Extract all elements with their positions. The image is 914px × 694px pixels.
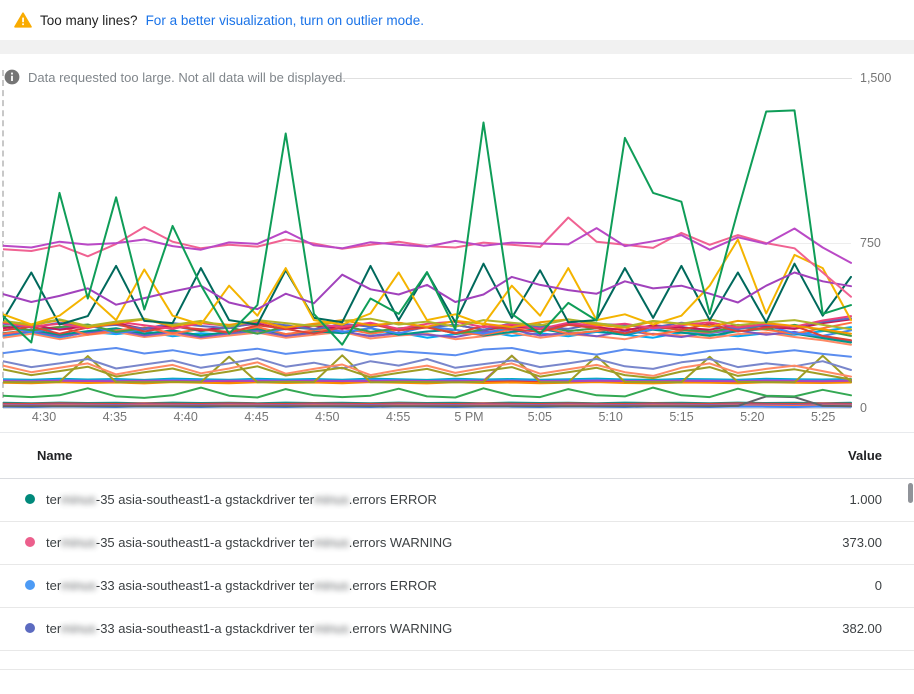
series-value: 1.000	[849, 492, 882, 507]
chart-line-bottom-red	[3, 402, 852, 405]
x-tick-label: 5:10	[598, 410, 623, 424]
column-header-value: Value	[848, 448, 882, 463]
redacted-text: minus	[61, 621, 96, 636]
x-tick-label: 4:35	[102, 410, 127, 424]
series-value: 373.00	[842, 535, 882, 550]
redacted-text: minus	[314, 492, 349, 507]
chart-line-purple-mid	[3, 271, 852, 311]
redacted-text: minus	[61, 535, 96, 550]
chart-line-magenta-750	[3, 227, 852, 264]
y-tick-label: 0	[860, 401, 867, 415]
x-tick-label: 4:30	[31, 410, 57, 424]
chart-line-indigo-low	[3, 357, 852, 371]
series-name: terminus-33 asia-southeast1-a gstackdriv…	[46, 621, 453, 636]
chart-line-olive-spiker	[3, 354, 852, 384]
x-tick-label: 5 PM	[454, 410, 484, 424]
series-name: terminus-35 asia-southeast1-a gstackdriv…	[46, 535, 453, 550]
scrollbar-thumb[interactable]	[908, 483, 913, 503]
table-row[interactable]: terminus-35 asia-southeast1-a gstackdriv…	[0, 478, 914, 522]
chart-line-green-spiky	[3, 109, 852, 346]
info-icon	[4, 69, 20, 85]
x-tick-label: 5:25	[810, 410, 836, 424]
x-tick-label: 5:15	[669, 410, 694, 424]
series-color-dot	[25, 537, 35, 547]
banner-text: Too many lines?	[40, 12, 138, 28]
redacted-text: minus	[314, 578, 349, 593]
x-tick-label: 4:55	[385, 410, 411, 424]
chart-line-yellow-spiker	[3, 238, 852, 326]
y-tick-label: 1,500	[860, 71, 892, 85]
chart-left-boundary	[2, 70, 4, 408]
redacted-text: minus	[61, 578, 96, 593]
legend-table: Name Value terminus-35 asia-southeast1-a…	[0, 433, 914, 694]
y-tick-label: 750	[860, 236, 881, 250]
column-header-name: Name	[37, 448, 73, 463]
x-tick-label: 4:45	[244, 410, 269, 424]
chart-line-green-low	[3, 386, 852, 399]
table-header: Name Value	[0, 433, 914, 479]
x-tick-label: 4:40	[173, 410, 198, 424]
redacted-text: minus	[314, 621, 349, 636]
x-tick-label: 5:05	[527, 410, 552, 424]
table-row[interactable]: terminus-33 asia-southeast1-a gstackdriv…	[0, 564, 914, 608]
x-tick-label: 5:20	[740, 410, 765, 424]
chart-line-cluster-pink	[3, 315, 852, 330]
chart-line-flat-orange	[3, 381, 852, 385]
series-color-dot	[25, 494, 35, 504]
series-color-dot	[25, 623, 35, 633]
chart-section: Data requested too large. Not all data w…	[0, 54, 914, 434]
x-axis: 4:30 4:35 4:40 4:45 4:50 4:55 5 PM 5:05 5:10 5:15…	[3, 410, 852, 428]
chart-table-divider	[0, 432, 914, 433]
redacted-text: minus	[61, 492, 96, 507]
chart-line-flat-magenta	[3, 354, 852, 383]
partial-row	[0, 650, 914, 670]
chart-line-bottom-gray	[3, 395, 852, 408]
table-row[interactable]: terminus-33 asia-southeast1-a gstackdriv…	[0, 607, 914, 651]
series-value: 0	[874, 578, 882, 593]
redacted-text: minus	[314, 535, 349, 550]
series-name: terminus-33 asia-southeast1-a gstackdriv…	[46, 578, 437, 593]
chart-line-salmon-low	[3, 361, 852, 378]
table-row[interactable]: terminus-35 asia-southeast1-a gstackdriv…	[0, 521, 914, 565]
chart-line-blue-low	[3, 347, 852, 358]
gridline-1500	[330, 78, 852, 79]
chart-line-cluster-teal	[3, 327, 852, 344]
too-many-lines-banner: Too many lines? For a better visualizati…	[0, 0, 914, 40]
outlier-mode-link[interactable]: For a better visualization, turn on outl…	[145, 12, 424, 28]
series-value: 382.00	[842, 621, 882, 636]
x-tick-label: 4:50	[315, 410, 340, 424]
chart-line-olive-low	[3, 365, 852, 381]
chart-line-cluster-salmon	[3, 330, 852, 346]
series-color-dot	[25, 580, 35, 590]
time-series-chart[interactable]	[3, 78, 852, 409]
section-divider-strip	[0, 40, 914, 54]
data-truncated-notice: Data requested too large. Not all data w…	[4, 69, 346, 85]
warning-icon	[14, 12, 32, 28]
notice-text: Data requested too large. Not all data w…	[28, 69, 346, 85]
series-name: terminus-35 asia-southeast1-a gstackdriv…	[46, 492, 437, 507]
